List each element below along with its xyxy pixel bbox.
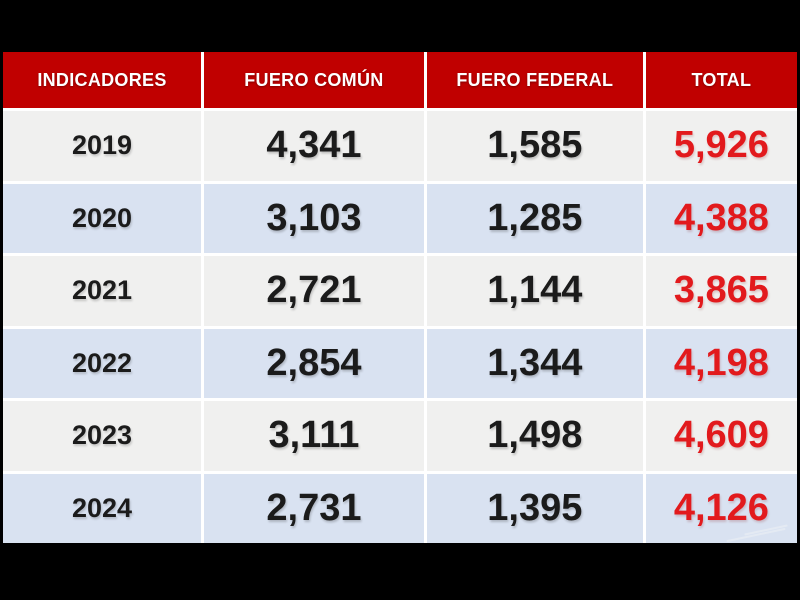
total-cell: 4,388: [645, 183, 797, 253]
fuero-comun-cell: 4,341: [203, 111, 424, 181]
fuero-federal-cell: 1,285: [426, 183, 643, 253]
letterbox-bottom-bar: [0, 543, 800, 600]
letterbox-top-bar: [0, 0, 800, 52]
year-cell: 2024: [3, 473, 201, 543]
fuero-federal-cell: 1,395: [426, 473, 643, 543]
fuero-comun-cell: 2,721: [203, 256, 424, 326]
total-cell: 4,198: [645, 328, 797, 398]
year-cell: 2019: [3, 111, 201, 181]
year-cell: 2021: [3, 256, 201, 326]
fuero-comun-cell: 3,111: [203, 401, 424, 471]
total-cell: 5,926: [645, 111, 797, 181]
total-cell: 3,865: [645, 256, 797, 326]
fuero-federal-cell: 1,344: [426, 328, 643, 398]
fuero-federal-cell: 1,144: [426, 256, 643, 326]
fuero-comun-cell: 3,103: [203, 183, 424, 253]
header-cell-fuero-federal: FUERO FEDERAL: [426, 52, 643, 108]
fuero-federal-cell: 1,498: [426, 401, 643, 471]
fuero-federal-cell: 1,585: [426, 111, 643, 181]
fuero-comun-cell: 2,854: [203, 328, 424, 398]
year-cell: 2022: [3, 328, 201, 398]
fuero-comun-cell: 2,731: [203, 473, 424, 543]
total-cell: 4,126: [645, 473, 797, 543]
header-cell-fuero-comun: FUERO COMÚN: [203, 52, 424, 108]
indicators-table: INDICADORES FUERO COMÚN FUERO FEDERAL TO…: [3, 52, 797, 543]
total-cell: 4,609: [645, 401, 797, 471]
year-cell: 2023: [3, 401, 201, 471]
header-cell-total: TOTAL: [645, 52, 797, 108]
year-cell: 2020: [3, 183, 201, 253]
header-cell-indicadores: INDICADORES: [3, 52, 201, 108]
